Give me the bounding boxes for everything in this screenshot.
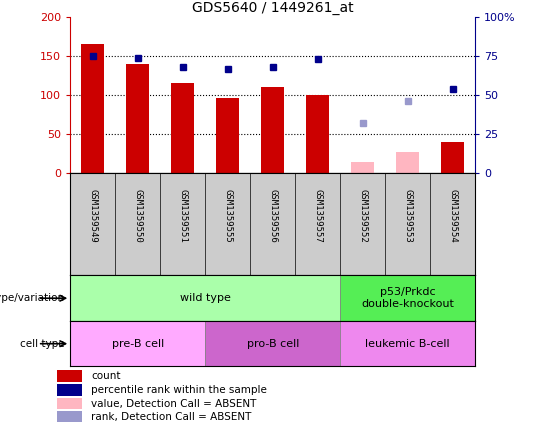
Bar [217, 98, 239, 173]
Bar [352, 162, 374, 173]
Bar [57, 411, 82, 423]
Bar [442, 142, 464, 173]
Bar [396, 151, 419, 173]
Text: genotype/variation: genotype/variation [0, 293, 65, 303]
Text: count: count [91, 371, 121, 381]
Text: pre-B cell: pre-B cell [112, 339, 164, 349]
Text: GSM1359556: GSM1359556 [268, 189, 277, 242]
Title: GDS5640 / 1449261_at: GDS5640 / 1449261_at [192, 0, 354, 14]
Text: wild type: wild type [180, 293, 231, 303]
Bar [261, 88, 284, 173]
Bar [126, 64, 149, 173]
Text: GSM1359550: GSM1359550 [133, 189, 142, 242]
Bar [57, 398, 82, 409]
Text: p53/Prkdc
double-knockout: p53/Prkdc double-knockout [361, 287, 454, 309]
Bar [57, 371, 82, 382]
Bar [205, 321, 340, 366]
Bar [70, 275, 340, 321]
Text: GSM1359551: GSM1359551 [178, 189, 187, 242]
Bar [340, 275, 475, 321]
Text: rank, Detection Call = ABSENT: rank, Detection Call = ABSENT [91, 412, 252, 422]
Text: leukemic B-cell: leukemic B-cell [366, 339, 450, 349]
Text: cell type: cell type [20, 339, 65, 349]
Text: GSM1359553: GSM1359553 [403, 189, 412, 242]
Text: percentile rank within the sample: percentile rank within the sample [91, 385, 267, 395]
Bar [307, 95, 329, 173]
Text: pro-B cell: pro-B cell [247, 339, 299, 349]
Bar [57, 384, 82, 396]
Bar [340, 321, 475, 366]
Bar [172, 83, 194, 173]
Bar [82, 44, 104, 173]
Text: GSM1359557: GSM1359557 [313, 189, 322, 242]
Text: GSM1359552: GSM1359552 [358, 189, 367, 242]
Text: GSM1359554: GSM1359554 [448, 189, 457, 242]
Text: GSM1359549: GSM1359549 [88, 189, 97, 242]
Text: value, Detection Call = ABSENT: value, Detection Call = ABSENT [91, 398, 257, 409]
Bar [70, 321, 205, 366]
Text: GSM1359555: GSM1359555 [223, 189, 232, 242]
